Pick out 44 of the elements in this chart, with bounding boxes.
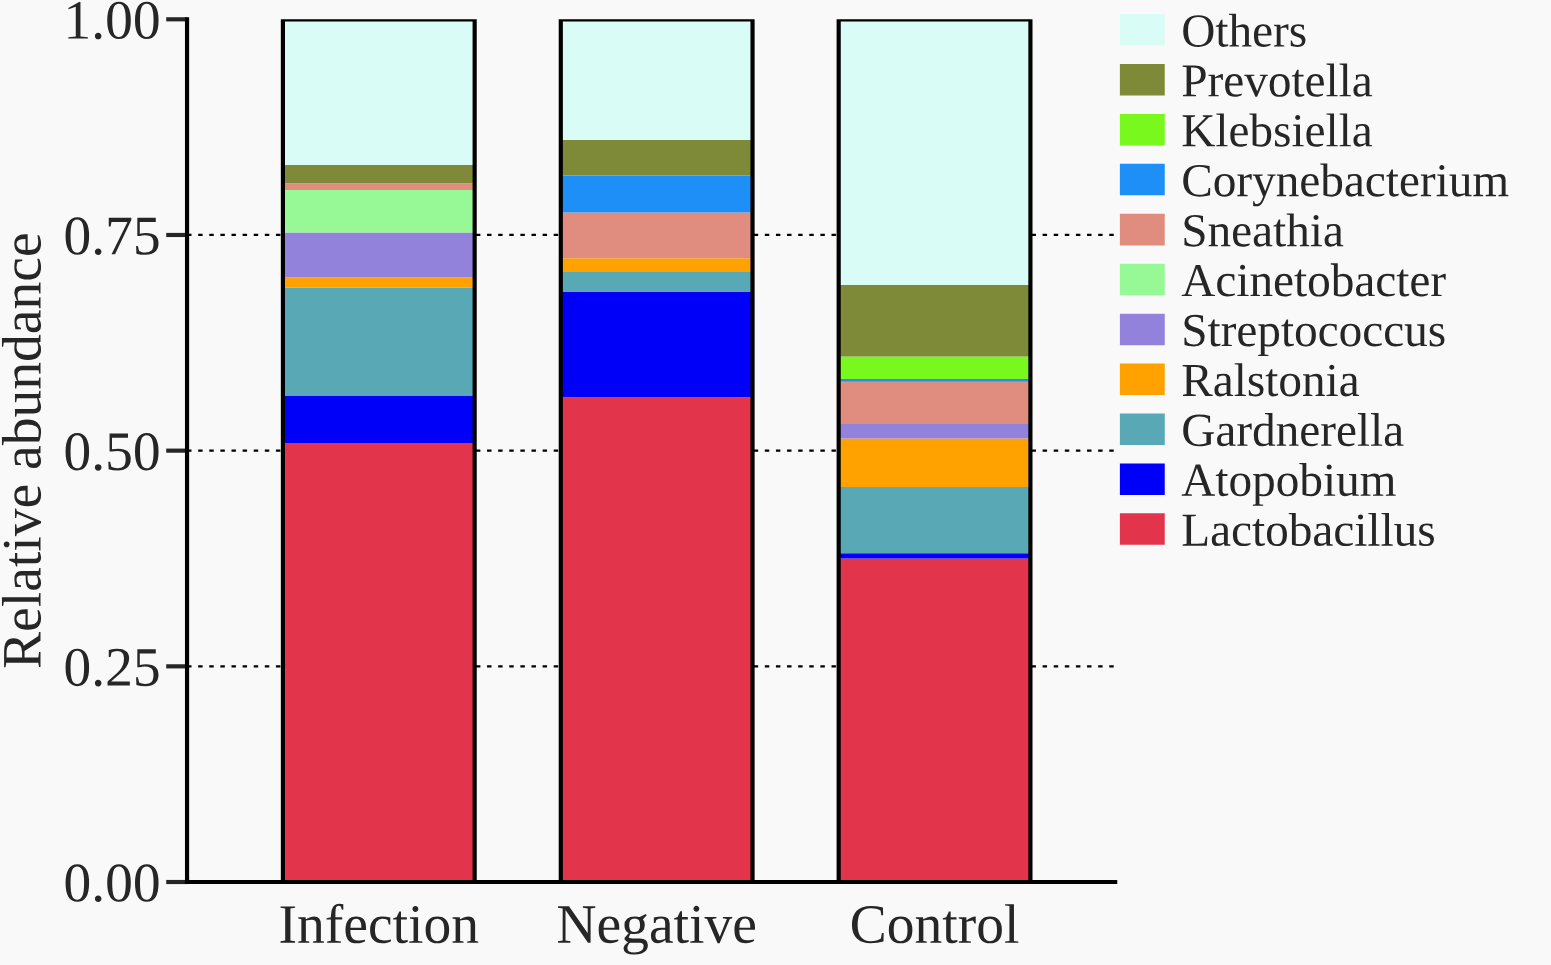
y-axis-title: Relative abundance — [1, 234, 42, 668]
bar — [282, 183, 475, 191]
bar — [560, 291, 753, 398]
bar — [560, 19, 753, 141]
legend-label: Gardnerella — [1183, 413, 1404, 447]
bar — [560, 140, 753, 176]
legend-label: Acinetobacter — [1181, 263, 1446, 297]
legend-label: Ralstonia — [1182, 363, 1360, 397]
bar — [560, 258, 753, 273]
bar — [838, 356, 1031, 380]
y-tick-label: 1.00 — [68, 1, 159, 40]
legend-label: Prevotella — [1182, 63, 1373, 97]
bar — [838, 285, 1031, 357]
bar — [560, 175, 753, 213]
legend-label: Atopobium — [1181, 462, 1396, 506]
bar — [838, 553, 1031, 559]
x-tick-label: Control — [851, 904, 1019, 944]
y-tick-label: 0.00 — [65, 864, 159, 903]
bar — [838, 381, 1031, 424]
legend-label: Others — [1183, 13, 1306, 47]
bar — [560, 272, 753, 292]
legend-label: Lactobacillus — [1182, 512, 1434, 547]
legend-label: Klebsiella — [1182, 113, 1373, 147]
legend-label: Streptococcus — [1184, 314, 1445, 357]
legend-label: Sneathia — [1184, 213, 1344, 247]
legend-label: Corynebacterium — [1183, 163, 1509, 207]
bar — [282, 165, 475, 184]
bar — [838, 379, 1031, 382]
bar — [282, 395, 475, 443]
bar — [282, 277, 475, 288]
x-tick-label: Negative — [558, 905, 755, 955]
bar — [838, 438, 1031, 487]
y-tick-label: 0.75 — [65, 217, 159, 256]
bar — [838, 423, 1031, 439]
bar — [838, 19, 1031, 286]
bar — [282, 287, 475, 396]
bar — [282, 190, 475, 233]
y-tick-label: 0.50 — [65, 432, 159, 471]
x-tick-label: Infection — [280, 903, 479, 944]
y-tick-label: 0.25 — [65, 648, 159, 687]
bar — [282, 232, 475, 278]
bar — [282, 19, 475, 166]
bar — [560, 212, 753, 259]
bar — [838, 486, 1031, 554]
